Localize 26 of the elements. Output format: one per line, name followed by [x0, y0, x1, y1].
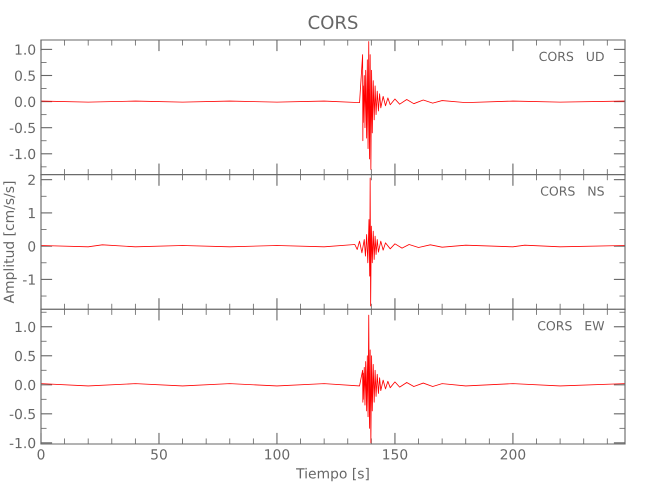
- y-tick-label: -1.0: [10, 438, 36, 448]
- y-tick-label: 1: [28, 208, 35, 218]
- y-tick-label: -0.5: [10, 408, 35, 420]
- x-tick-label: 200: [500, 449, 526, 460]
- y-tick-label: -1: [22, 274, 35, 285]
- x-tick-label: 150: [383, 449, 408, 460]
- y-axis-title: Amplitud [cm/s/s]: [3, 182, 17, 304]
- x-tick-label: 100: [265, 449, 290, 460]
- x-tick-label: 50: [151, 449, 167, 460]
- y-tick-label: -0.5: [10, 122, 35, 134]
- y-tick-label: 0.0: [14, 380, 36, 390]
- y-tick-label: 2: [28, 174, 35, 185]
- y-tick-label: 0.0: [14, 96, 36, 108]
- y-tick-label: 0.5: [14, 350, 35, 362]
- y-tick-label: 1.0: [16, 44, 36, 55]
- line-series: [41, 178, 625, 306]
- x-axis-title: Tiempo [s]: [296, 468, 369, 482]
- annotation: CORS UD: [539, 52, 604, 62]
- annotation: CORS NS: [540, 186, 604, 196]
- chart-title: CORS: [308, 15, 358, 30]
- x-tick-label: 0: [37, 449, 44, 460]
- y-tick-label: 1.0: [16, 322, 36, 332]
- annotation: CORS EW: [538, 321, 604, 330]
- y-tick-label: 0.5: [14, 70, 35, 81]
- y-tick-label: 0: [28, 241, 36, 252]
- y-tick-label: -1.0: [10, 148, 36, 160]
